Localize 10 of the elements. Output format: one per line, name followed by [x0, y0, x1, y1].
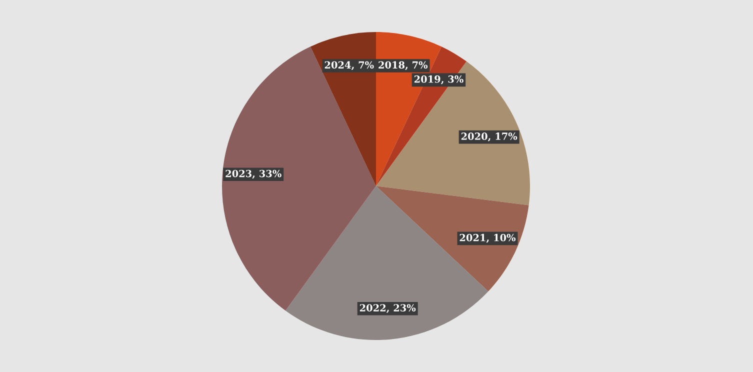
slice-label: 2019, 3% — [414, 75, 464, 84]
slice-label: 2018, 7% — [378, 61, 428, 70]
slice-label: 2021, 10% — [460, 234, 516, 243]
pie-slice — [376, 61, 530, 206]
slice-label: 2020, 17% — [461, 132, 518, 142]
slice-label: 2023, 33% — [226, 170, 282, 179]
pie-slice — [285, 186, 488, 340]
slice-label: 2024, 7% — [324, 61, 374, 70]
slice-label: 2022, 23% — [360, 304, 416, 313]
pie-slice — [376, 186, 529, 292]
